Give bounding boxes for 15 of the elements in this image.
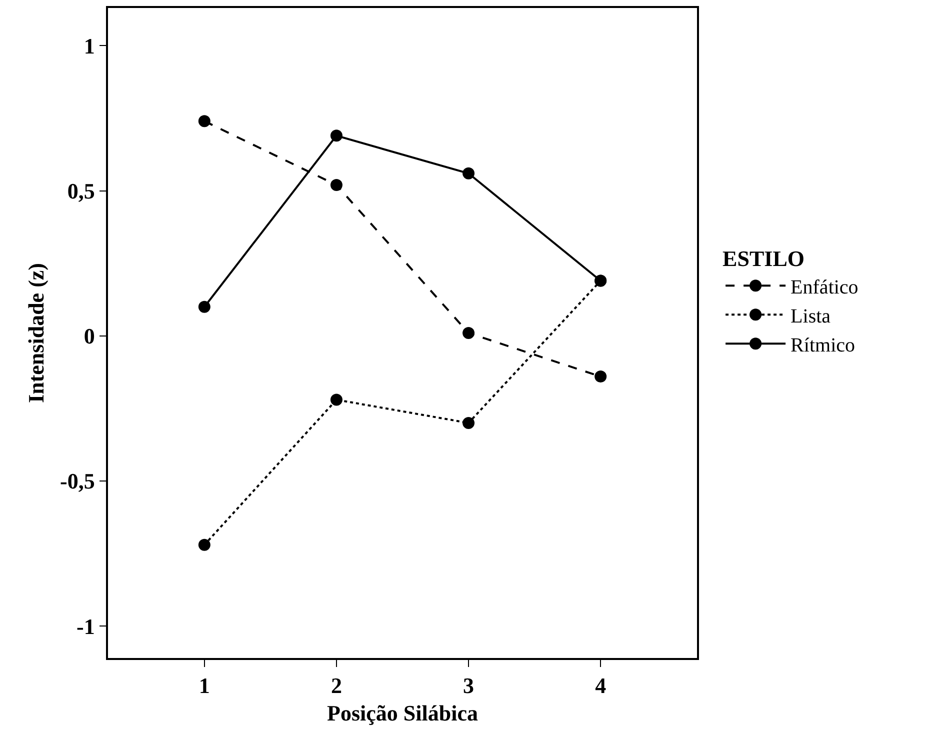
x-tick-label: 1 xyxy=(198,673,210,698)
y-tick-label: 1 xyxy=(84,33,95,58)
x-tick-label: 3 xyxy=(463,673,474,698)
y-axis-title: Intensidade (z) xyxy=(23,263,48,403)
x-tick-label: 2 xyxy=(330,673,342,698)
legend-label: Enfático xyxy=(790,276,858,298)
legend-title: ESTILO xyxy=(722,246,804,272)
y-tick-label: -0,5 xyxy=(60,468,95,494)
y-tick-label: 0,5 xyxy=(67,178,95,204)
x-tick-label: 4 xyxy=(595,673,606,698)
legend-label: Rítmico xyxy=(790,334,856,356)
legend-label: Lista xyxy=(790,305,831,328)
y-tick-label: 0 xyxy=(84,324,95,349)
x-axis-title: Posição Silábica xyxy=(327,700,478,726)
y-tick-label: -1 xyxy=(76,614,95,639)
